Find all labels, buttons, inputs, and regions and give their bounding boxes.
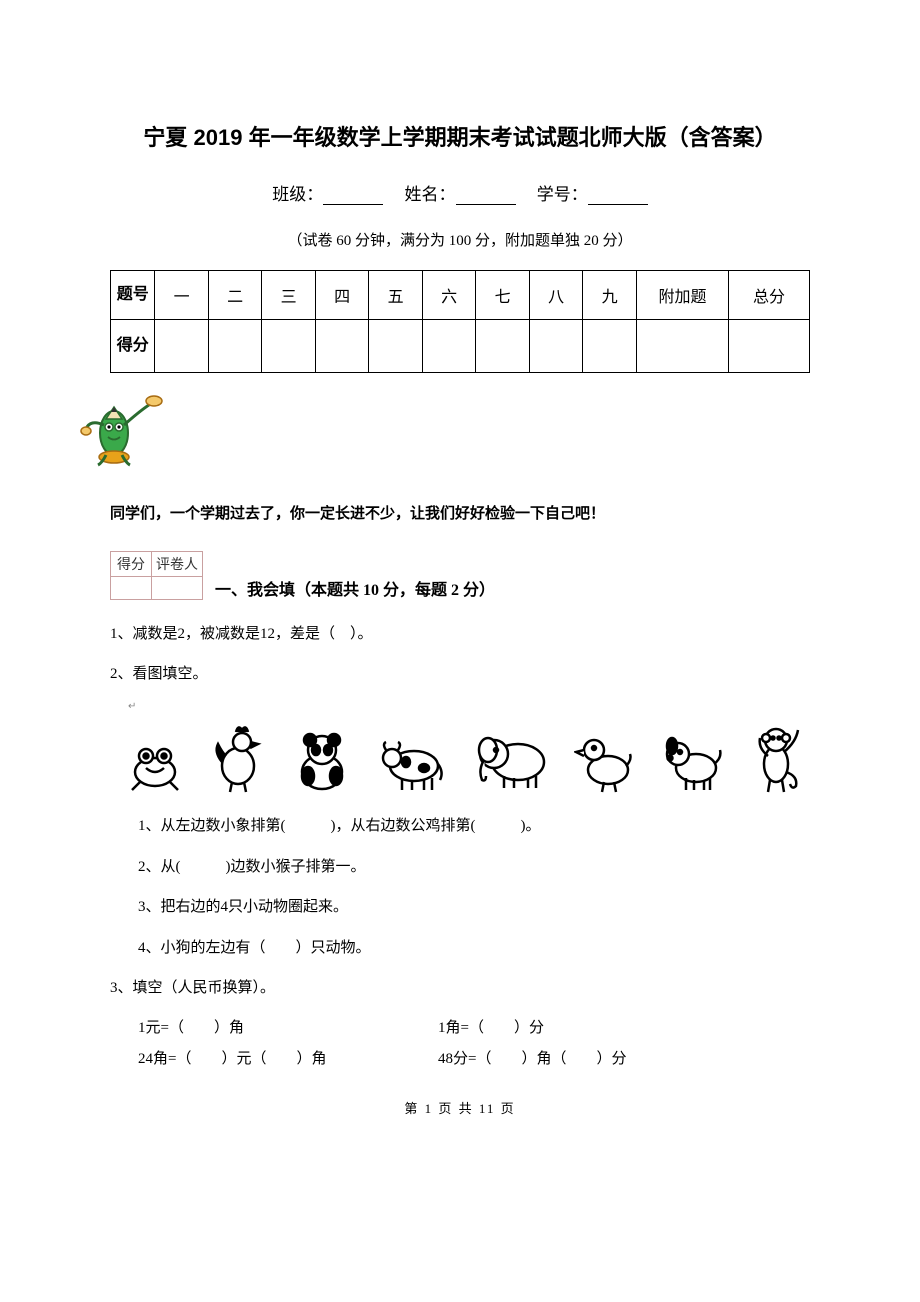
- col-7: 七: [476, 271, 530, 320]
- exam-page: 宁夏 2019 年一年级数学上学期期末考试试题北师大版（含答案） 班级： 姓名：…: [0, 0, 920, 1157]
- cow-icon: [376, 732, 448, 794]
- score-cell[interactable]: [729, 320, 810, 373]
- col-6: 六: [422, 271, 476, 320]
- score-cell[interactable]: [476, 320, 530, 373]
- name-blank[interactable]: [456, 188, 516, 205]
- q3-l2-left: 24角=（ ）元（ ）角: [138, 1047, 438, 1068]
- score-cell[interactable]: [262, 320, 316, 373]
- class-blank[interactable]: [323, 188, 383, 205]
- col-extra: 附加题: [636, 271, 728, 320]
- q2-sub3: 3、把右边的4只小动物圈起来。: [138, 893, 810, 922]
- monkey-icon: [748, 720, 806, 794]
- q2-sub1: 1、从左边数小象排第( )，从右边数公鸡排第( )。: [138, 812, 810, 841]
- question-2: 2、看图填空。: [110, 662, 810, 688]
- rater-score-label: 得分: [111, 552, 152, 577]
- rater-score-cell[interactable]: [111, 577, 152, 600]
- id-label: 学号：: [537, 185, 588, 204]
- q3-l1-left: 1元=（ ）角: [138, 1016, 438, 1037]
- elephant-icon: [470, 726, 552, 794]
- col-2: 二: [208, 271, 262, 320]
- q2-sub2: 2、从( )边数小猴子排第一。: [138, 853, 810, 882]
- rater-person-label: 评卷人: [152, 552, 203, 577]
- col-5: 五: [369, 271, 423, 320]
- q3-l2-right: 48分=（ ）角（ ）分: [438, 1047, 626, 1068]
- col-8: 八: [529, 271, 583, 320]
- question-3: 3、填空（人民币换算）。: [110, 976, 810, 1002]
- score-table: 题号 一 二 三 四 五 六 七 八 九 附加题 总分 得分: [110, 270, 810, 373]
- rater-person-cell[interactable]: [152, 577, 203, 600]
- pencil-mascot-icon: [80, 389, 810, 472]
- tiny-mark: ↵: [128, 701, 810, 712]
- page-title: 宁夏 2019 年一年级数学上学期期末考试试题北师大版（含答案）: [110, 120, 810, 152]
- student-info-line: 班级： 姓名： 学号：: [110, 180, 810, 205]
- panda-icon: [290, 728, 354, 794]
- score-cell[interactable]: [315, 320, 369, 373]
- row-label-number: 题号: [111, 271, 155, 320]
- score-cell[interactable]: [369, 320, 423, 373]
- score-cell[interactable]: [583, 320, 637, 373]
- score-header-row: 题号 一 二 三 四 五 六 七 八 九 附加题 总分: [111, 271, 810, 320]
- class-label: 班级：: [272, 185, 323, 204]
- col-total: 总分: [729, 271, 810, 320]
- name-label: 姓名：: [405, 185, 456, 204]
- col-3: 三: [262, 271, 316, 320]
- section-1-header: 得分 评卷人 一、我会填（本题共 10 分，每题 2 分）: [110, 551, 810, 600]
- q3-line2: 24角=（ ）元（ ）角 48分=（ ）角（ ）分: [138, 1047, 810, 1068]
- col-9: 九: [583, 271, 637, 320]
- score-cell[interactable]: [529, 320, 583, 373]
- row-label-score: 得分: [111, 320, 155, 373]
- score-cell[interactable]: [636, 320, 728, 373]
- q2-sub4: 4、小狗的左边有（ ）只动物。: [138, 934, 810, 963]
- score-cell[interactable]: [422, 320, 476, 373]
- q3-line1: 1元=（ ）角 1角=（ ）分: [138, 1016, 810, 1037]
- frog-icon: [124, 732, 186, 794]
- duck-icon: [574, 730, 636, 794]
- page-footer: 第 1 页 共 11 页: [110, 1098, 810, 1117]
- score-value-row: 得分: [111, 320, 810, 373]
- score-cell[interactable]: [208, 320, 262, 373]
- dog-icon: [658, 730, 726, 794]
- rooster-icon: [208, 722, 268, 794]
- q3-l1-right: 1角=（ ）分: [438, 1016, 544, 1037]
- col-1: 一: [155, 271, 209, 320]
- rater-box: 得分 评卷人: [110, 551, 203, 600]
- encourage-text: 同学们，一个学期过去了，你一定长进不少，让我们好好检验一下自己吧！: [110, 502, 810, 523]
- col-4: 四: [315, 271, 369, 320]
- exam-note: （试卷 60 分钟，满分为 100 分，附加题单独 20 分）: [110, 229, 810, 250]
- id-blank[interactable]: [588, 188, 648, 205]
- score-cell[interactable]: [155, 320, 209, 373]
- animal-row: [124, 720, 810, 794]
- question-1: 1、减数是2，被减数是12，差是（ ）。: [110, 622, 810, 648]
- section-1-title: 一、我会填（本题共 10 分，每题 2 分）: [215, 576, 495, 600]
